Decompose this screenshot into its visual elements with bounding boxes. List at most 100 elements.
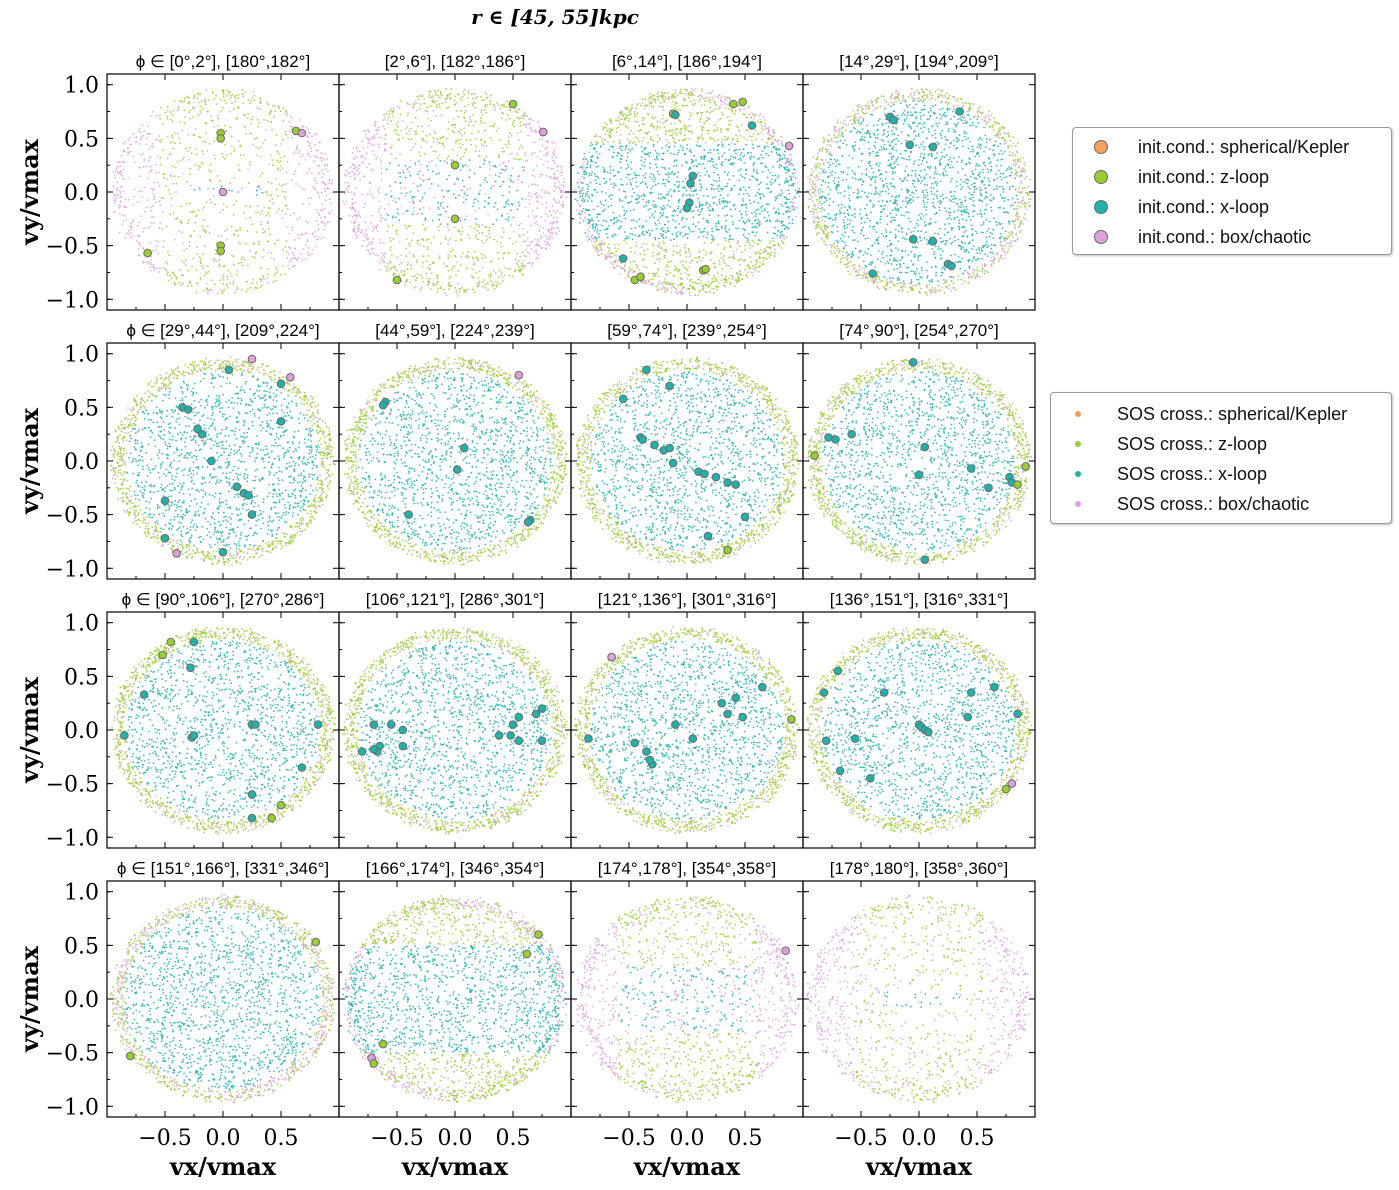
sos-point — [561, 171, 564, 174]
sos-point — [668, 282, 671, 284]
sos-point — [254, 137, 256, 140]
sos-point — [765, 141, 768, 144]
sos-point — [423, 192, 426, 195]
sos-point — [184, 259, 187, 261]
sos-point — [313, 177, 316, 180]
sos-point — [761, 127, 763, 129]
sos-point — [205, 272, 208, 274]
sos-point — [322, 157, 325, 160]
sos-point — [752, 245, 755, 248]
sos-point — [490, 259, 493, 262]
sos-point — [361, 155, 364, 158]
sos-point — [293, 152, 295, 155]
sos-point — [592, 244, 594, 247]
sos-point — [778, 157, 781, 160]
sos-point — [727, 107, 730, 110]
sos-point — [770, 183, 773, 186]
sos-point — [659, 198, 662, 200]
sos-point — [473, 172, 476, 175]
sos-point — [526, 251, 529, 254]
sos-point — [665, 264, 668, 266]
sos-point — [662, 179, 665, 181]
sos-point — [591, 171, 593, 174]
sos-point — [537, 201, 540, 204]
sos-point — [643, 161, 646, 164]
sos-point — [785, 198, 788, 201]
sos-point — [294, 256, 296, 259]
sos-point — [622, 115, 625, 117]
sos-point — [151, 142, 154, 145]
sos-point — [675, 164, 678, 167]
sos-point — [523, 255, 526, 257]
sos-point — [631, 177, 634, 180]
sos-point — [729, 275, 732, 277]
sos-point — [611, 235, 614, 238]
sos-point — [366, 245, 369, 247]
sos-point — [455, 102, 458, 104]
sos-point — [607, 255, 610, 258]
sos-point — [616, 155, 618, 157]
sos-point — [597, 248, 600, 251]
sos-point — [770, 246, 772, 249]
sos-point — [414, 274, 417, 277]
sos-point — [682, 226, 684, 229]
sos-point — [742, 233, 745, 236]
sos-point — [769, 247, 772, 250]
sos-point — [752, 175, 754, 178]
sos-point — [730, 108, 732, 111]
sos-point — [394, 265, 396, 268]
sos-point — [582, 158, 585, 161]
sos-point — [481, 257, 484, 259]
sos-point — [192, 101, 195, 104]
sos-point — [216, 124, 219, 127]
sos-point — [372, 226, 374, 228]
sos-point — [682, 264, 684, 266]
sos-point — [236, 117, 239, 119]
sos-point — [405, 192, 408, 195]
sos-point — [687, 124, 690, 127]
sos-point — [457, 269, 459, 272]
sos-point — [539, 150, 542, 153]
sos-point — [622, 268, 624, 270]
sos-point — [729, 163, 732, 166]
sos-point — [223, 265, 226, 267]
sos-point — [691, 93, 694, 96]
sos-point — [654, 222, 657, 225]
sos-point — [625, 242, 627, 244]
panel-frame — [338, 73, 572, 311]
sos-point — [378, 186, 381, 189]
sos-point — [615, 184, 617, 187]
sos-point — [763, 251, 766, 253]
sos-point — [662, 230, 664, 233]
sos-point — [606, 123, 608, 126]
sos-point — [183, 100, 186, 102]
sos-point — [693, 154, 695, 157]
sos-point — [176, 109, 179, 112]
sos-point — [367, 227, 370, 230]
sos-point — [688, 137, 691, 140]
sos-point — [233, 150, 236, 153]
sos-point — [794, 182, 796, 185]
sos-point — [640, 195, 643, 197]
sos-point — [769, 191, 772, 194]
sos-point — [754, 269, 757, 272]
sos-point — [756, 261, 759, 263]
sos-point — [503, 103, 505, 106]
sos-point — [357, 211, 360, 213]
sos-point — [602, 209, 605, 212]
sos-point — [454, 123, 457, 126]
sos-point — [522, 169, 525, 172]
sos-point — [716, 288, 718, 291]
sos-point — [120, 154, 123, 157]
sos-point — [237, 164, 240, 166]
sos-point — [628, 117, 631, 120]
sos-point — [472, 276, 475, 279]
sos-point — [498, 269, 501, 272]
sos-point — [158, 184, 161, 187]
sos-point — [469, 118, 471, 120]
sos-point — [675, 132, 678, 135]
sos-point — [424, 109, 427, 112]
sos-point — [213, 154, 215, 157]
sos-point — [738, 219, 741, 222]
sos-point — [266, 102, 269, 104]
